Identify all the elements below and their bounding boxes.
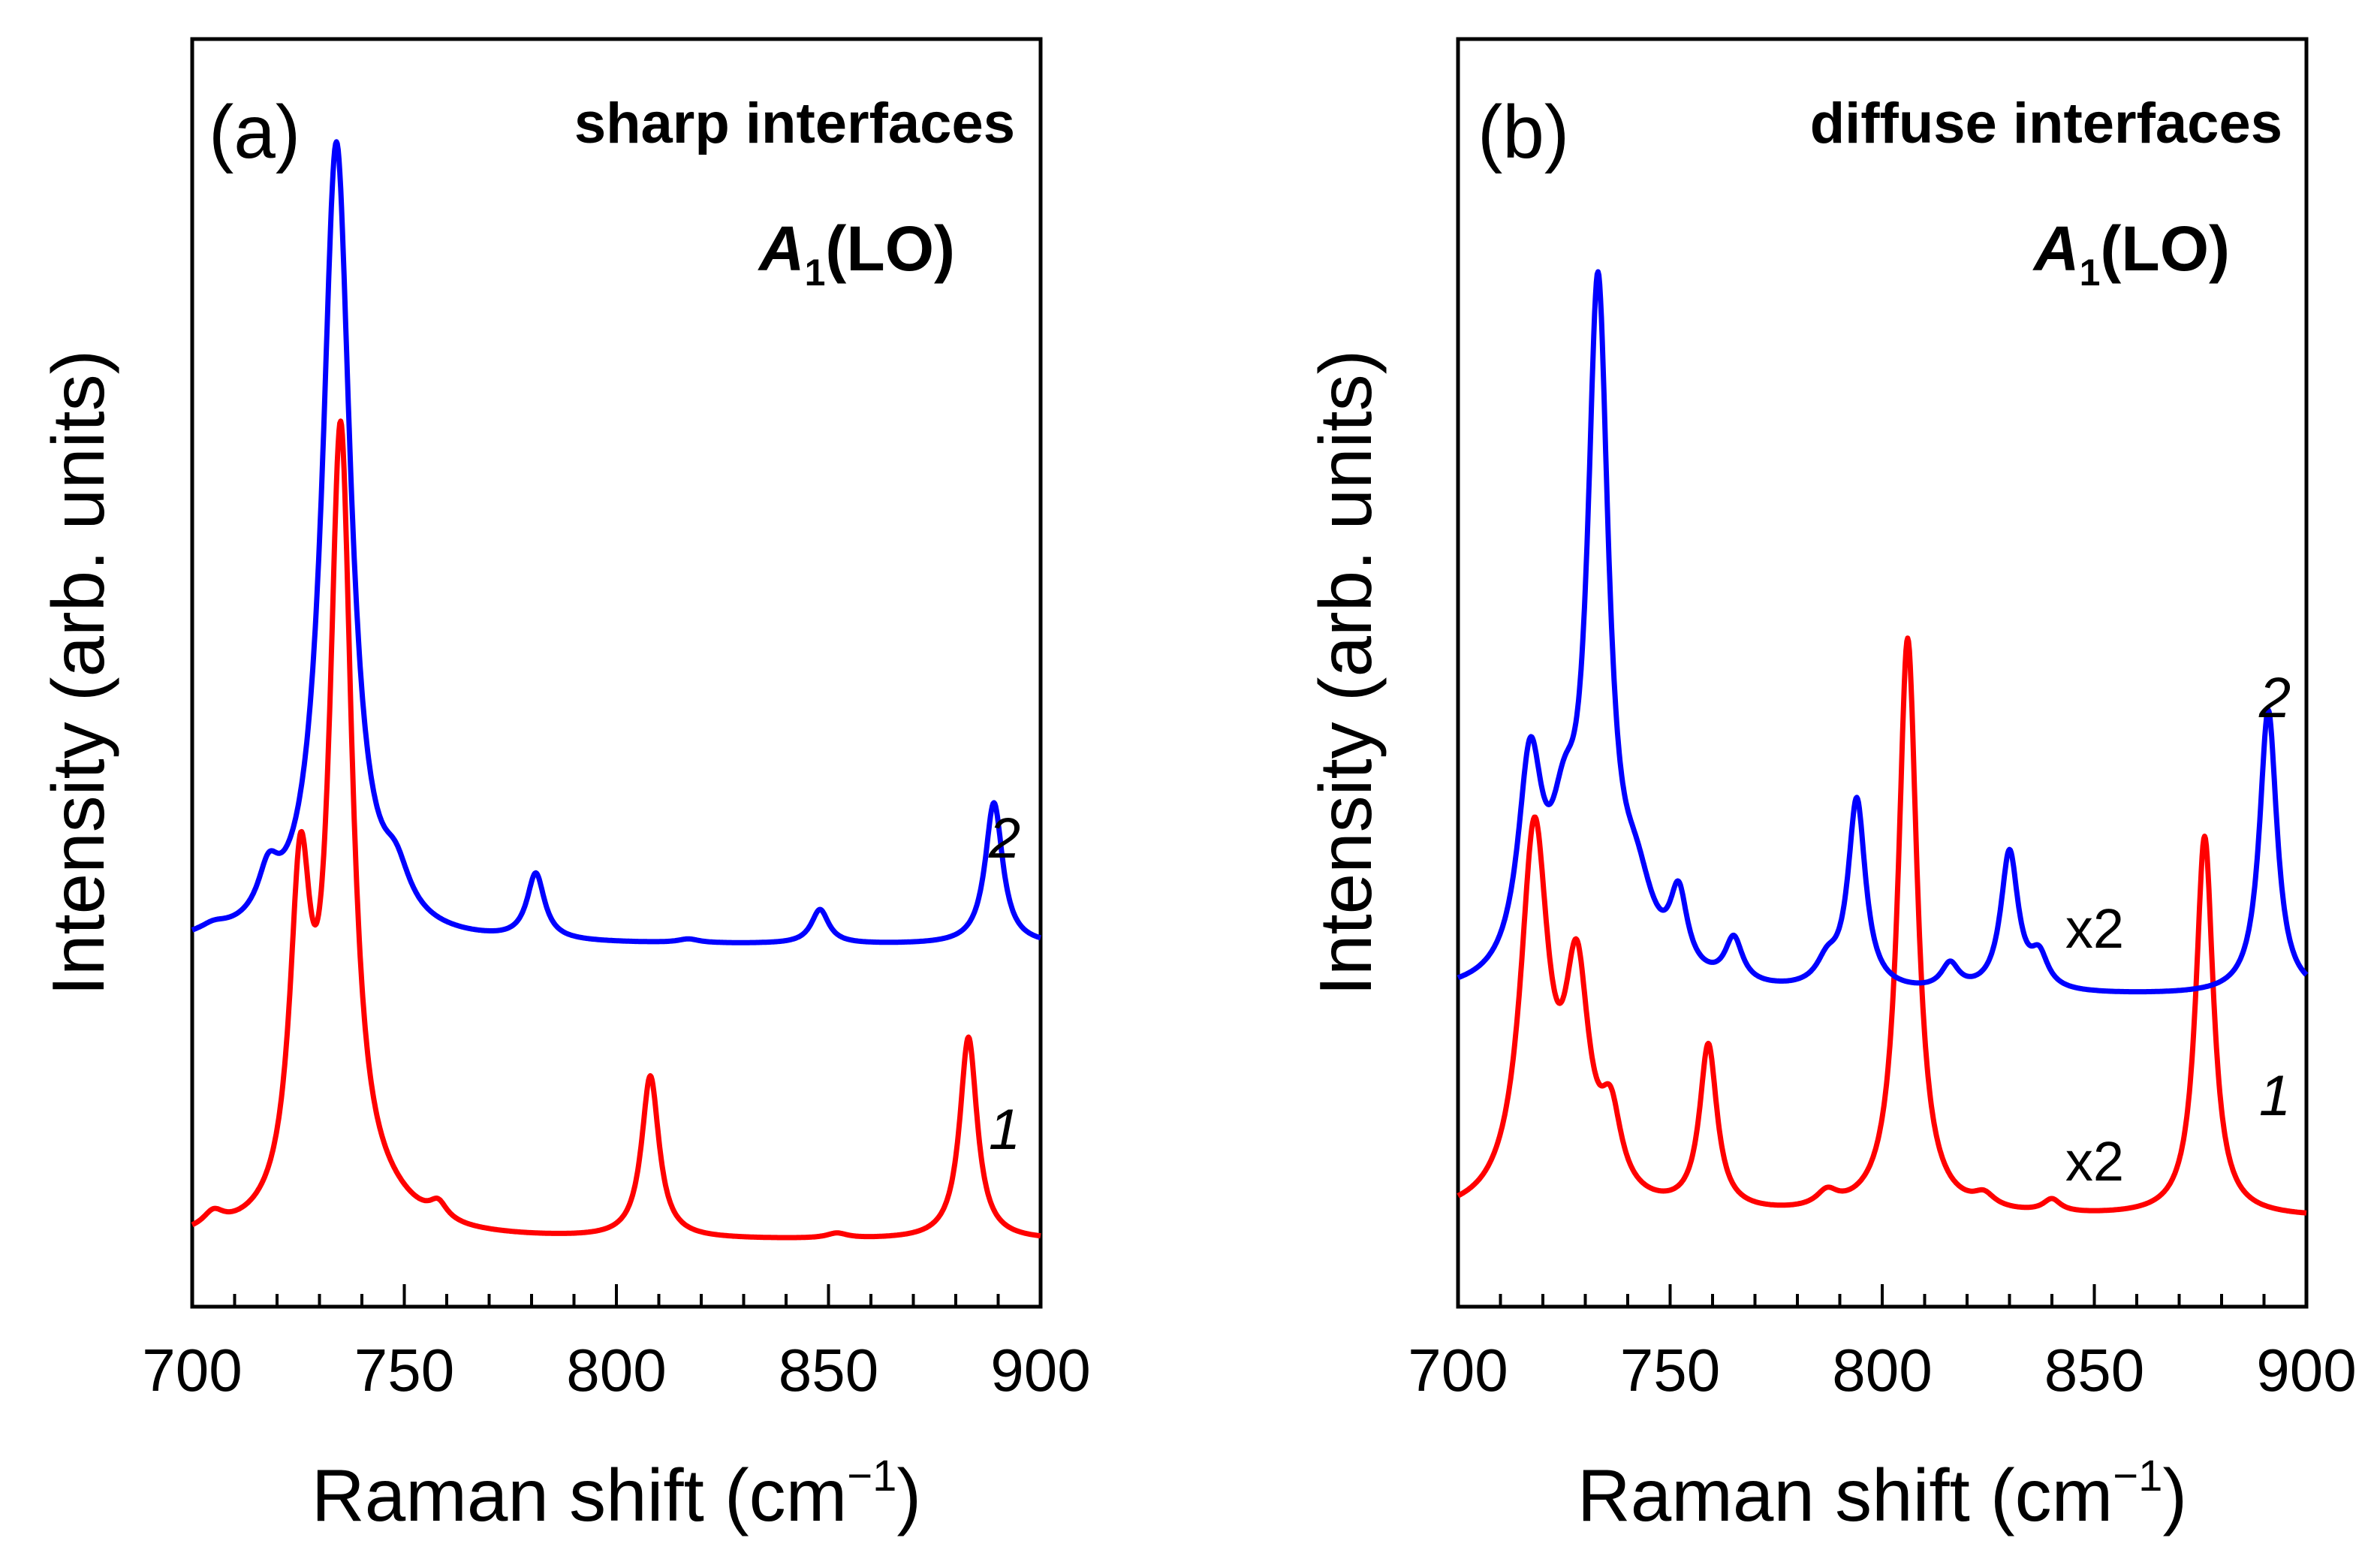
x-tick-label: 750 xyxy=(1620,1337,1720,1404)
spectrum-a-curve-2 xyxy=(190,139,1043,945)
x-ticks-b: 700 750 800 850 900 xyxy=(1408,1284,2357,1404)
y-axis-title-a: Intensity (arb. units) xyxy=(37,350,119,997)
mode-label-b: A1(LO) xyxy=(2032,213,2230,294)
x-tick-label: 900 xyxy=(2256,1337,2356,1404)
x-axis-title-b-sup: −1 xyxy=(2113,1452,2162,1500)
panel-label-a: (a) xyxy=(209,90,300,174)
spectrum-a-curve-1 xyxy=(190,418,1043,1241)
panel-b-diffuse-interfaces: 700 750 800 850 900 (b) diffuse interfaces A… xyxy=(1304,37,2357,1536)
panel-title-b: diffuse interfaces xyxy=(1810,92,2282,155)
x-axis-title-b: Raman shift (cm−1) xyxy=(1577,1452,2187,1536)
curves-a xyxy=(190,139,1043,1241)
x-tick-label: 800 xyxy=(566,1337,666,1404)
mode-subscript-b: 1 xyxy=(2080,252,2101,294)
mode-rest-b: (LO) xyxy=(2100,213,2230,284)
x-tick-label: 900 xyxy=(990,1337,1090,1404)
x-axis-title-a: Raman shift (cm−1) xyxy=(312,1452,921,1536)
scale-label-b-1: x2 xyxy=(2065,1130,2124,1193)
panel-a-sharp-interfaces: 700 750 800 850 900 (a) sharp interfaces A1(… xyxy=(37,37,1091,1536)
x-axis-title-b-close: ) xyxy=(2162,1454,2187,1536)
x-axis-title-a-close: ) xyxy=(896,1454,921,1536)
mode-rest-a: (LO) xyxy=(825,213,955,284)
x-axis-title-a-sup: −1 xyxy=(847,1452,896,1500)
x-tick-label: 850 xyxy=(779,1337,878,1404)
curve-label-b-1: 1 xyxy=(2259,1064,2291,1128)
curves-b xyxy=(1456,269,2309,1216)
mode-symbol-b: A xyxy=(2032,213,2080,284)
x-tick-label: 700 xyxy=(142,1337,242,1404)
x-tick-label: 800 xyxy=(1832,1337,1932,1404)
y-axis-title-b: Intensity (arb. units) xyxy=(1304,350,1387,997)
x-axis-title-b-main: Raman shift (cm xyxy=(1577,1454,2113,1536)
x-axis-title-a-main: Raman shift (cm xyxy=(312,1454,847,1536)
spectrum-b-curve-2 xyxy=(1456,269,2309,995)
panel-title-a: sharp interfaces xyxy=(574,92,1015,155)
panel-label-b: (b) xyxy=(1478,90,1569,174)
x-tick-label: 700 xyxy=(1408,1337,1508,1404)
curve-label-a-1: 1 xyxy=(989,1098,1020,1162)
scale-label-b-2: x2 xyxy=(2065,897,2124,960)
mode-symbol-a: A xyxy=(758,213,805,284)
x-tick-label: 750 xyxy=(354,1337,454,1404)
x-tick-label: 850 xyxy=(2044,1337,2144,1404)
x-ticks-a: 700 750 800 850 900 xyxy=(142,1284,1091,1404)
mode-subscript-a: 1 xyxy=(805,252,826,294)
spectrum-b-curve-1 xyxy=(1456,635,2309,1216)
curve-label-b-2: 2 xyxy=(2258,666,2291,730)
mode-label-a: A1(LO) xyxy=(758,213,955,294)
curve-label-a-2: 2 xyxy=(988,807,1020,870)
